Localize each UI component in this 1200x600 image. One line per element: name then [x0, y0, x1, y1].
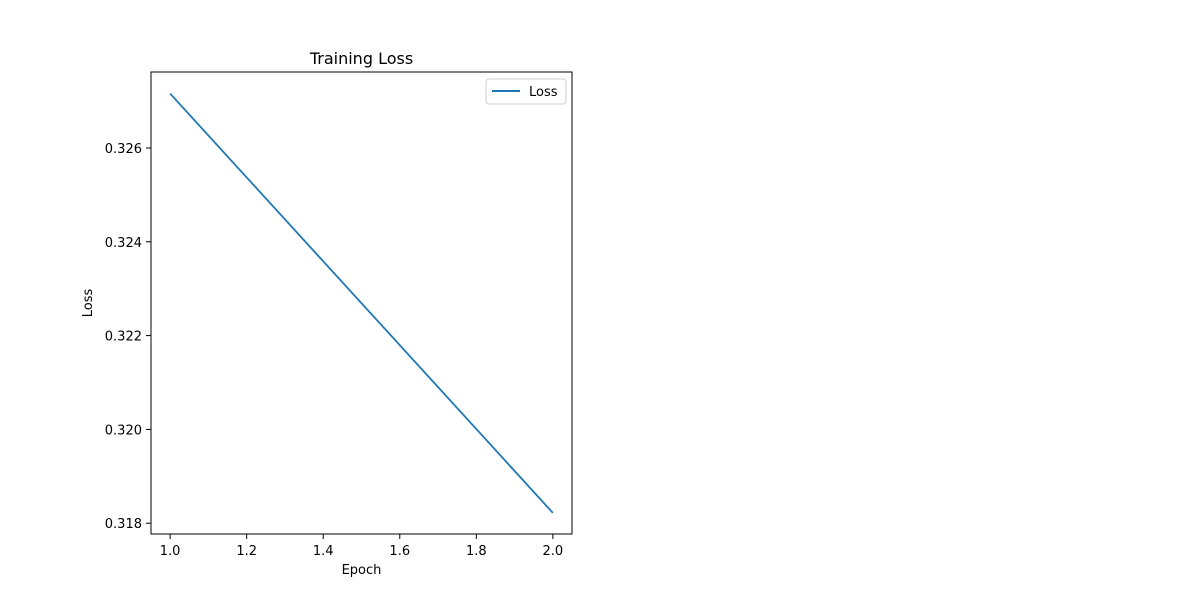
y-tick-label: 0.326	[105, 142, 142, 157]
x-tick-label: 1.0	[160, 544, 181, 559]
y-tick-label: 0.320	[105, 423, 142, 438]
x-tick-label: 1.2	[236, 544, 257, 559]
series-line-loss	[169, 92, 554, 514]
y-tick-label: 0.318	[105, 517, 142, 532]
axes-frame	[150, 71, 573, 535]
y-axis-label: Loss	[81, 289, 96, 318]
y-axis-ticks: 0.318 0.320 0.322 0.324 0.326	[105, 142, 151, 532]
x-tick-label: 1.6	[389, 544, 410, 559]
x-tick-label: 1.4	[313, 544, 334, 559]
x-axis-ticks: 1.0 1.2 1.4 1.6 1.8 2.0	[160, 534, 563, 559]
y-tick-label: 0.324	[105, 236, 142, 251]
legend-box	[485, 78, 567, 105]
y-tick-label: 0.322	[105, 330, 142, 345]
legend: Loss	[485, 78, 567, 105]
legend-label-loss: Loss	[529, 85, 558, 100]
plot-area	[169, 92, 554, 514]
x-tick-label: 2.0	[543, 544, 564, 559]
x-axis-label: Epoch	[342, 563, 382, 578]
x-tick-label: 1.8	[466, 544, 487, 559]
chart-title: Training Loss	[309, 49, 413, 68]
